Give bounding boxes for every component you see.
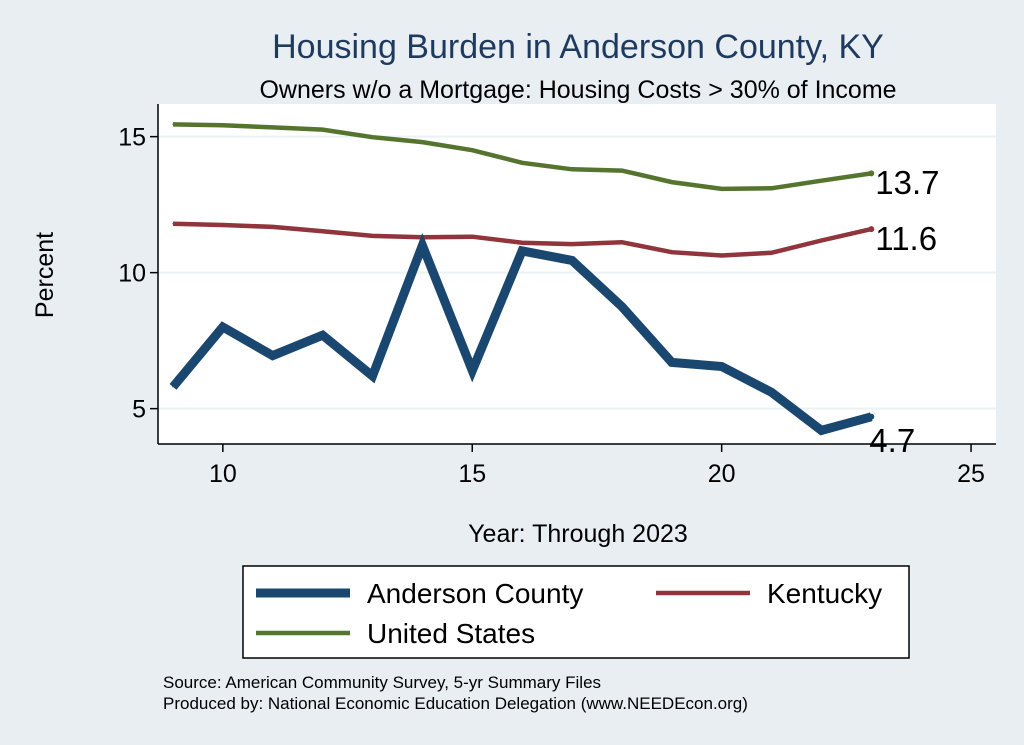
data-point-united-states (322, 128, 324, 131)
y-axis-title: Percent (31, 232, 59, 318)
data-point-kentucky (820, 239, 823, 242)
axes: 5 10 15 10 15 20 25 (118, 104, 996, 488)
series-layer (169, 122, 875, 436)
legend-box (242, 565, 910, 659)
y-tick-label: 10 (118, 260, 146, 288)
data-point-united-states (272, 126, 274, 128)
data-point-united-states (371, 136, 374, 138)
source-note: Source: American Community Survey, 5-yr … (163, 673, 601, 692)
data-point-anderson-county (521, 250, 523, 252)
data-point-united-states (571, 168, 573, 170)
data-point-kentucky (621, 241, 623, 243)
data-point-kentucky (571, 243, 573, 245)
data-point-anderson-county (371, 375, 374, 377)
x-tick-label: 15 (458, 460, 486, 488)
plot-area (158, 104, 996, 444)
end-marker-anderson-county (868, 413, 875, 420)
data-point-united-states (671, 181, 673, 183)
data-point-anderson-county (721, 365, 723, 368)
data-point-anderson-county (322, 334, 324, 336)
y-tick-label: 15 (118, 124, 146, 152)
data-point-kentucky (272, 226, 274, 228)
data-point-anderson-county (421, 244, 423, 247)
data-point-united-states (172, 123, 174, 125)
data-point-kentucky (471, 236, 473, 238)
data-point-anderson-county (671, 361, 673, 363)
legend-label-united-states: United States (367, 618, 535, 649)
legend: Anderson County Kentucky United States (242, 565, 910, 659)
legend-label-kentucky: Kentucky (767, 578, 882, 609)
data-point-anderson-county (471, 369, 473, 372)
data-point-united-states (721, 188, 723, 190)
x-axis-title: Year: Through 2023 (468, 520, 688, 548)
data-point-kentucky (521, 242, 523, 244)
grid-lines (158, 135, 996, 410)
data-point-kentucky (721, 254, 723, 257)
end-marker-united-states (868, 170, 875, 177)
chart-subtitle: Owners w/o a Mortgage: Housing Costs > 3… (259, 76, 896, 104)
data-point-anderson-county (222, 326, 224, 328)
chart-title: Housing Burden in Anderson County, KY (272, 28, 884, 66)
data-point-anderson-county (272, 355, 274, 357)
data-point-kentucky (222, 224, 224, 226)
data-point-kentucky (322, 230, 324, 232)
data-point-united-states (421, 141, 423, 143)
data-point-anderson-county (820, 429, 823, 431)
data-point-anderson-county (770, 391, 773, 393)
data-point-kentucky (770, 252, 773, 254)
data-point-kentucky (172, 223, 174, 225)
data-point-anderson-county (172, 386, 174, 388)
data-point-united-states (521, 162, 523, 164)
data-point-united-states (222, 124, 224, 126)
data-point-united-states (770, 187, 773, 189)
data-point-anderson-county (571, 259, 573, 261)
data-point-anderson-county (621, 306, 623, 308)
data-point-united-states (820, 180, 823, 182)
end-label-anderson-county: 4.7 (869, 422, 915, 459)
data-point-kentucky (671, 251, 673, 253)
end-labels: 13.7 11.6 4.7 (869, 164, 939, 459)
legend-label-anderson-county: Anderson County (367, 578, 583, 609)
data-point-united-states (621, 170, 623, 172)
end-marker-kentucky (868, 226, 875, 233)
x-tick-label: 20 (708, 460, 736, 488)
end-label-kentucky: 11.6 (875, 220, 937, 257)
x-tick-label: 25 (957, 460, 985, 488)
y-tick-label: 5 (132, 396, 146, 424)
data-point-kentucky (371, 235, 374, 237)
end-label-united-states: 13.7 (875, 164, 939, 201)
produced-by-note: Produced by: National Economic Education… (163, 694, 748, 713)
x-tick-label: 10 (209, 460, 237, 488)
data-point-united-states (471, 149, 473, 151)
